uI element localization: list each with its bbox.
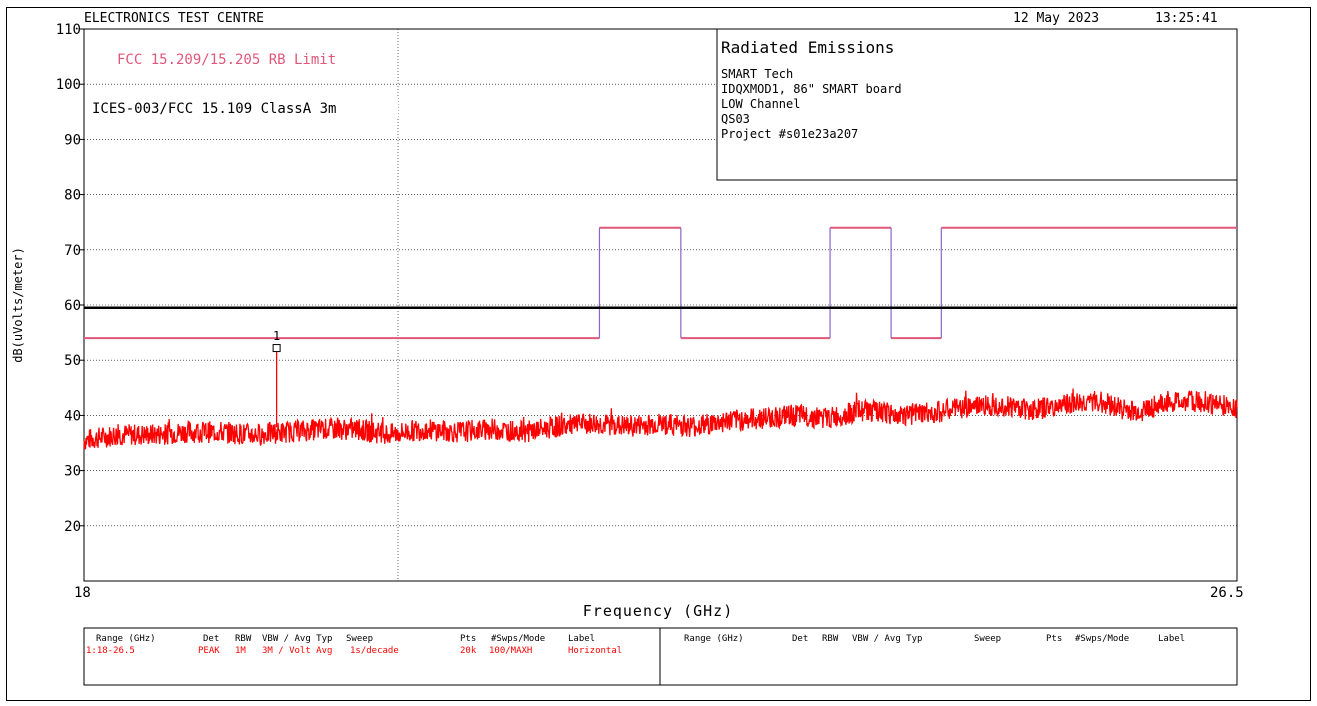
y-tick-label: 30 <box>64 464 81 480</box>
settings-header-cell: VBW / Avg Typ <box>852 634 922 644</box>
settings-header-cell: Pts <box>460 634 476 644</box>
settings-cell: 20k <box>460 646 477 656</box>
y-tick-label: 60 <box>64 298 81 314</box>
limit-lines <box>84 226 1237 340</box>
settings-header-cell: Det <box>203 634 219 644</box>
x-tick-min: 18 <box>74 585 91 601</box>
settings-cell: 1M <box>235 646 246 656</box>
info-title: Radiated Emissions <box>721 38 894 57</box>
settings-header-cell: RBW <box>235 634 252 644</box>
settings-header-cell: Label <box>1158 634 1185 644</box>
y-tick-label: 90 <box>64 132 81 148</box>
marker-label: 1 <box>273 329 280 343</box>
y-tick-label: 50 <box>64 353 81 369</box>
y-tick-label: 20 <box>64 519 81 535</box>
settings-header-cell: Label <box>568 634 595 644</box>
settings-right-panel: Range (GHz) Det RBW VBW / Avg Typ Sweep Pts #S… <box>684 634 1185 644</box>
settings-header-cell: VBW / Avg Typ <box>262 634 332 644</box>
settings-cell: 100/MAXH <box>489 646 532 656</box>
y-axis-label: dB(uVolts/meter) <box>11 247 25 363</box>
settings-header-cell: Pts <box>1046 634 1062 644</box>
rb-limit-label: FCC 15.209/15.205 RB Limit <box>117 52 336 68</box>
horizontal-trace <box>83 388 1238 450</box>
rb-limit-label-bg <box>112 48 396 70</box>
y-tick-label: 40 <box>64 408 81 424</box>
info-line: QS03 <box>721 112 750 126</box>
x-axis-label: Frequency (GHz) <box>583 602 733 620</box>
ices-limit-label-bg <box>88 97 398 119</box>
settings-header-cell: RBW <box>822 634 839 644</box>
settings-cell: 3M / Volt Avg <box>262 646 332 656</box>
info-line: IDQXMOD1, 86" SMART board <box>721 82 902 96</box>
y-tick-labels: 20 30 40 50 60 70 80 90 100 110 <box>56 22 84 535</box>
info-box: Radiated Emissions SMART Tech IDQXMOD1, … <box>716 28 1238 181</box>
settings-header-cell: Range (GHz) <box>684 634 744 644</box>
markers: 1 <box>272 329 281 428</box>
settings-cell: PEAK <box>198 646 220 656</box>
settings-cell: 1:18-26.5 <box>86 646 135 656</box>
settings-header-cell: Sweep <box>974 634 1001 644</box>
settings-table: Range (GHz) Det RBW VBW / Avg Typ Sweep Pts #S… <box>83 627 1238 686</box>
emission-trace <box>83 388 1238 450</box>
header-time: 13:25:41 <box>1155 11 1218 26</box>
lab-name: ELECTRONICS TEST CENTRE <box>84 11 264 26</box>
y-tick-label: 100 <box>56 77 81 93</box>
info-line: SMART Tech <box>721 67 793 81</box>
plot-frame <box>6 7 1311 701</box>
settings-header-cell: Sweep <box>346 634 373 644</box>
info-line: Project #s01e23a207 <box>721 127 858 141</box>
y-tick-label: 70 <box>64 243 81 259</box>
settings-header-cell: Det <box>792 634 808 644</box>
settings-cell: 1s/decade <box>350 646 399 656</box>
y-tick-label: 80 <box>64 188 81 204</box>
x-tick-max: 26.5 <box>1210 585 1244 601</box>
info-line: LOW Channel <box>721 97 800 111</box>
marker-box <box>272 344 281 353</box>
header-date: 12 May 2023 <box>1013 11 1099 26</box>
y-tick-label: 110 <box>56 22 81 38</box>
settings-header-cell: Range (GHz) <box>96 634 156 644</box>
settings-cell: Horizontal <box>568 646 622 656</box>
ices-limit-label: ICES-003/FCC 15.109 ClassA 3m <box>92 101 336 117</box>
settings-header-cell: #Swps/Mode <box>491 634 545 644</box>
settings-header-cell: #Swps/Mode <box>1075 634 1129 644</box>
settings-left-panel: Range (GHz) Det RBW VBW / Avg Typ Sweep Pts #S… <box>86 634 622 656</box>
